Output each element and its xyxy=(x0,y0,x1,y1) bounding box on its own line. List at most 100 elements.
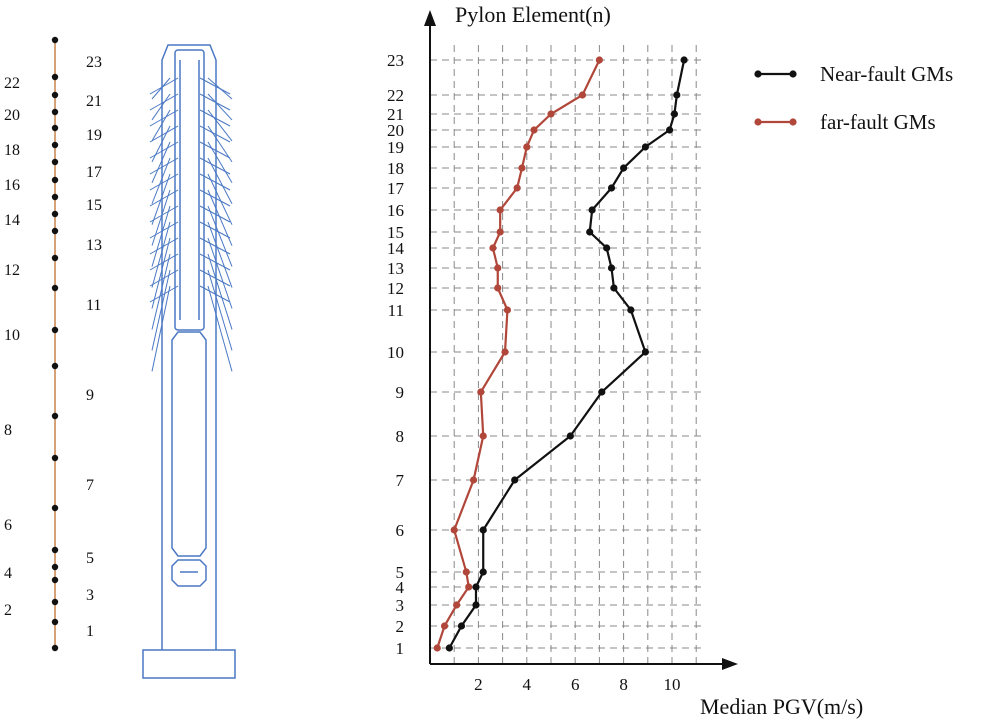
data-point xyxy=(472,601,480,609)
node-dot xyxy=(51,158,59,166)
node-label-left: 6 xyxy=(4,517,12,534)
stay-cable xyxy=(207,253,233,330)
y-tick-label: 10 xyxy=(387,343,404,362)
node-dot xyxy=(51,36,59,44)
data-point xyxy=(518,164,526,172)
node-label-right: 9 xyxy=(86,387,94,404)
node-dot xyxy=(51,546,59,554)
y-tick-label: 19 xyxy=(387,138,404,157)
data-point xyxy=(496,206,504,214)
y-tick-label: 12 xyxy=(387,279,404,298)
node-label-left: 12 xyxy=(4,262,20,279)
data-point xyxy=(433,644,441,652)
stay-cable xyxy=(207,269,233,351)
stay-cable xyxy=(151,157,171,204)
node-label-right: 23 xyxy=(86,54,102,71)
node-dot xyxy=(51,73,59,81)
node-dot xyxy=(51,362,59,370)
x-tick-label: 2 xyxy=(474,675,483,694)
element-node-diagram: 22 20 18 16 14 12 10 8 6 4 2 23 21 19 17 15 13 11 9 7 5 3 1 xyxy=(4,36,102,652)
pgv-chart: 2 4 6 8 10 123456789101112131415161718192021… xyxy=(387,2,953,719)
node-dot xyxy=(51,412,59,420)
stay-cable xyxy=(199,205,231,223)
data-point xyxy=(477,388,485,396)
data-point xyxy=(673,91,681,99)
data-point xyxy=(479,526,487,534)
stay-cable xyxy=(149,157,179,175)
x-tick-label: 8 xyxy=(619,675,628,694)
data-point xyxy=(607,184,616,192)
stay-cable xyxy=(149,93,179,111)
y-tick-label: 22 xyxy=(387,86,404,105)
data-point xyxy=(479,568,487,576)
node-dot xyxy=(51,618,59,626)
data-point xyxy=(680,56,688,64)
data-point xyxy=(641,143,649,151)
data-point xyxy=(453,601,461,609)
node-dot xyxy=(51,576,59,584)
stay-cable xyxy=(199,109,231,127)
y-axis-title: Pylon Element(n) xyxy=(455,2,611,27)
series-near-fault xyxy=(445,56,688,652)
stay-cable xyxy=(207,285,233,372)
node-dot xyxy=(51,108,59,116)
data-point xyxy=(494,264,502,272)
data-point xyxy=(620,164,628,172)
node-label-right: 19 xyxy=(86,127,102,144)
data-point xyxy=(469,476,478,484)
data-point xyxy=(457,622,466,630)
stay-cable xyxy=(149,125,179,143)
node-label-left: 16 xyxy=(4,177,20,194)
stay-cable xyxy=(149,285,179,303)
node-label-left: 4 xyxy=(4,565,12,582)
chart-legend: Near-fault GMs far-fault GMs xyxy=(754,62,953,134)
data-point xyxy=(566,432,574,440)
x-tick-label: 10 xyxy=(664,675,681,694)
node-label-left: 2 xyxy=(4,602,12,619)
data-point xyxy=(610,284,618,292)
stay-cable xyxy=(199,157,231,175)
stay-cable xyxy=(149,253,179,271)
stay-cable xyxy=(207,205,233,267)
y-tick-label: 8 xyxy=(396,427,405,446)
node-dot xyxy=(51,227,59,235)
data-point xyxy=(641,348,649,356)
legend-label: far-fault GMs xyxy=(820,110,936,134)
series-line xyxy=(436,59,601,649)
node-dot xyxy=(51,326,59,334)
node-dot xyxy=(51,504,59,512)
data-point xyxy=(465,583,473,591)
x-tick-label: 4 xyxy=(523,675,532,694)
node-dot xyxy=(51,454,59,462)
y-tick-label: 17 xyxy=(387,179,405,198)
node-dot xyxy=(51,598,59,606)
y-tick-label: 6 xyxy=(396,521,405,540)
y-tick-label: 9 xyxy=(396,383,405,402)
stay-cable xyxy=(207,237,233,309)
node-label-left: 18 xyxy=(4,142,20,159)
stay-cable xyxy=(207,109,233,142)
node-dot xyxy=(51,284,59,292)
stay-cable xyxy=(199,77,231,95)
stay-cable xyxy=(149,141,179,159)
y-tick-label: 15 xyxy=(387,223,404,242)
node-label-right: 17 xyxy=(86,164,102,181)
node-label-right: 15 xyxy=(86,197,102,214)
node-dot xyxy=(51,193,59,201)
stay-cable xyxy=(149,109,179,127)
stay-cable xyxy=(149,189,179,207)
stay-cable xyxy=(149,269,179,287)
node-dot xyxy=(51,91,59,99)
stay-cable xyxy=(199,253,231,271)
data-point xyxy=(501,348,509,356)
node-label-left: 14 xyxy=(4,212,20,229)
node-dot xyxy=(51,124,59,132)
y-tick-label: 3 xyxy=(396,596,405,615)
chart-grid xyxy=(430,45,702,664)
stay-cable xyxy=(199,285,231,303)
stay-cable xyxy=(151,285,171,372)
legend-swatch-dot xyxy=(789,118,797,126)
stay-cable xyxy=(151,205,171,267)
x-tick-label: 6 xyxy=(571,675,580,694)
